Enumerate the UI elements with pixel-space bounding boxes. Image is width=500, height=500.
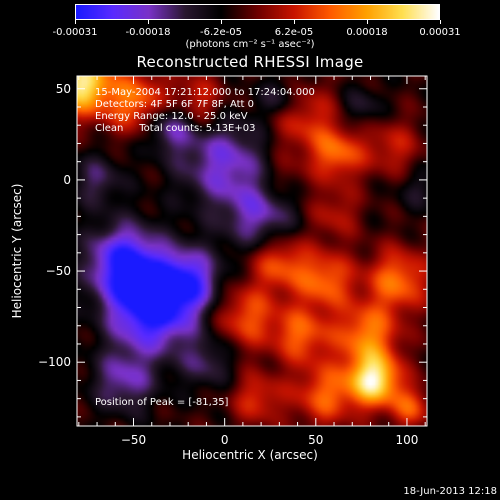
- colorbar-tick-label: -0.00018: [125, 27, 171, 38]
- peak-position-label: Position of Peak = [-81,35]: [95, 397, 229, 408]
- footer-date: 18-Jun-2013 12:18: [403, 486, 497, 497]
- info-energy-range: Energy Range: 12.0 - 25.0 keV: [95, 111, 248, 122]
- x-tick-label: 0: [221, 433, 229, 447]
- y-tick-label: −100: [38, 355, 71, 369]
- axes: −50 0 50 100 50 0 −50 −100: [38, 76, 427, 447]
- colorbar-tick: [439, 20, 441, 24]
- colorbar-tick: [220, 20, 222, 24]
- info-time-range: 15-May-2004 17:21:12.000 to 17:24:04.000: [95, 87, 315, 98]
- plot-frame: [76, 75, 428, 427]
- colorbar-tick-label: -0.00031: [52, 27, 98, 38]
- info-total-counts: Clean Total counts: 5.13E+03: [95, 123, 256, 134]
- chart-title: Reconstructed RHESSI Image: [136, 53, 364, 71]
- x-tick-label: 100: [395, 433, 418, 447]
- x-tick-label: −50: [121, 433, 146, 447]
- colorbar-tick: [293, 20, 295, 24]
- colorbar-tick: [147, 20, 149, 24]
- colorbar-units: (photons cm⁻² s⁻¹ asec⁻²): [185, 39, 315, 50]
- colorbar-tick-label: 0.00018: [346, 27, 388, 38]
- y-tick-label: 0: [63, 173, 71, 187]
- colorbar-tick-label: -6.2e-05: [200, 27, 242, 38]
- colorbar-tick-label: 0.00031: [419, 27, 461, 38]
- x-axis-label: Heliocentric X (arcsec): [182, 448, 318, 462]
- heatmap-image: [77, 76, 427, 426]
- colorbar-tick: [74, 20, 76, 24]
- x-tick-label: 50: [308, 433, 323, 447]
- y-tick-label: −50: [46, 264, 71, 278]
- colorbar: [75, 4, 440, 20]
- y-tick-label: 50: [56, 82, 71, 96]
- y-axis-label: Heliocentric Y (arcsec): [10, 183, 24, 319]
- colorbar-tick-label: 6.2e-05: [274, 27, 314, 38]
- colorbar-tick: [366, 20, 368, 24]
- info-detectors: Detectors: 4F 5F 6F 7F 8F, Att 0: [95, 99, 255, 110]
